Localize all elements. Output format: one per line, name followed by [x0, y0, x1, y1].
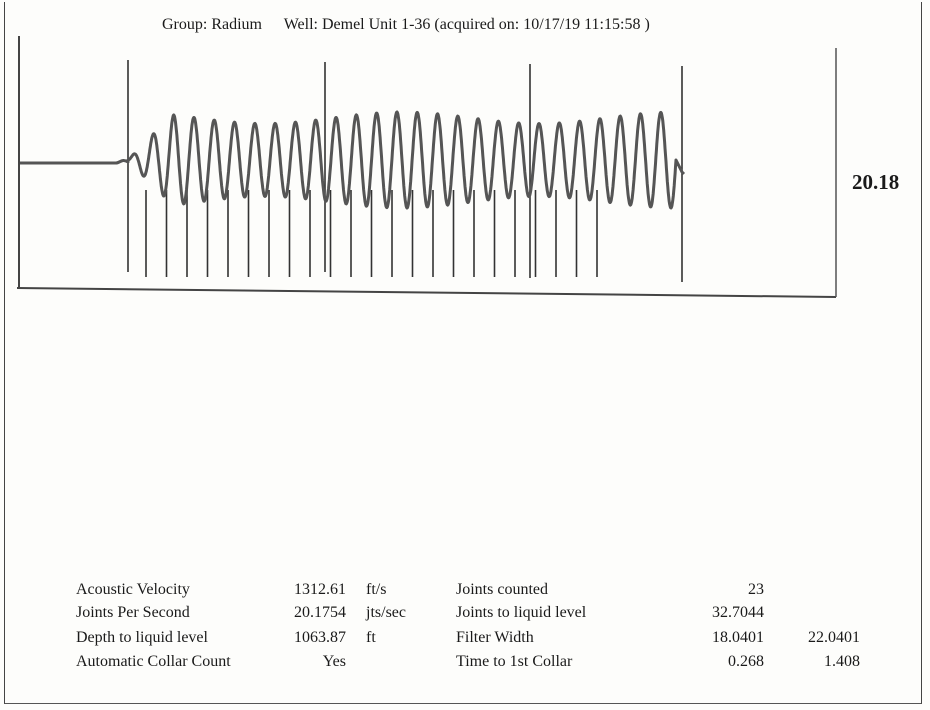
- stat-label-2: Time to 1st Collar: [456, 653, 573, 670]
- well-label: Well: Demel Unit 1-36 (acquired on: 10/1…: [283, 16, 650, 33]
- stat-label: Depth to liquid level: [76, 629, 208, 646]
- stat-label-2: Filter Width: [456, 629, 534, 646]
- stat-value-2: 32.7044: [712, 604, 764, 621]
- stat-value-2: 0.268: [728, 653, 764, 670]
- stat-value-2: 23: [748, 581, 764, 598]
- stat-unit: ft: [366, 629, 376, 646]
- stat-value: Yes: [322, 653, 346, 670]
- group-label: Group: Radium: [162, 16, 262, 33]
- stat-unit: ft/s: [366, 581, 387, 598]
- stat-value-3: 1.408: [824, 653, 860, 670]
- chart-bottom-border: [16, 287, 837, 298]
- stat-value: 20.1754: [294, 604, 346, 621]
- stat-label: Joints Per Second: [76, 604, 190, 621]
- stat-label-2: Joints counted: [456, 581, 548, 598]
- joints-per-second-readout: 20.18: [852, 170, 900, 194]
- stat-value: 1312.61: [294, 581, 346, 598]
- stat-value: 1063.87: [294, 629, 346, 646]
- joint-markers: [127, 60, 683, 282]
- stat-value-3: 22.0401: [808, 629, 860, 646]
- page-frame: [4, 2, 922, 704]
- chart-frame: [16, 36, 837, 298]
- stat-value-2: 18.0401: [712, 629, 764, 646]
- stat-unit: jts/sec: [366, 604, 406, 621]
- stat-label-2: Joints to liquid level: [456, 604, 587, 621]
- stat-label: Acoustic Velocity: [76, 581, 190, 598]
- stat-label: Automatic Collar Count: [76, 653, 231, 670]
- acoustic-trace-line: [20, 110, 686, 210]
- header: Group: Radium Well: Demel Unit 1-36 (acq…: [162, 16, 650, 34]
